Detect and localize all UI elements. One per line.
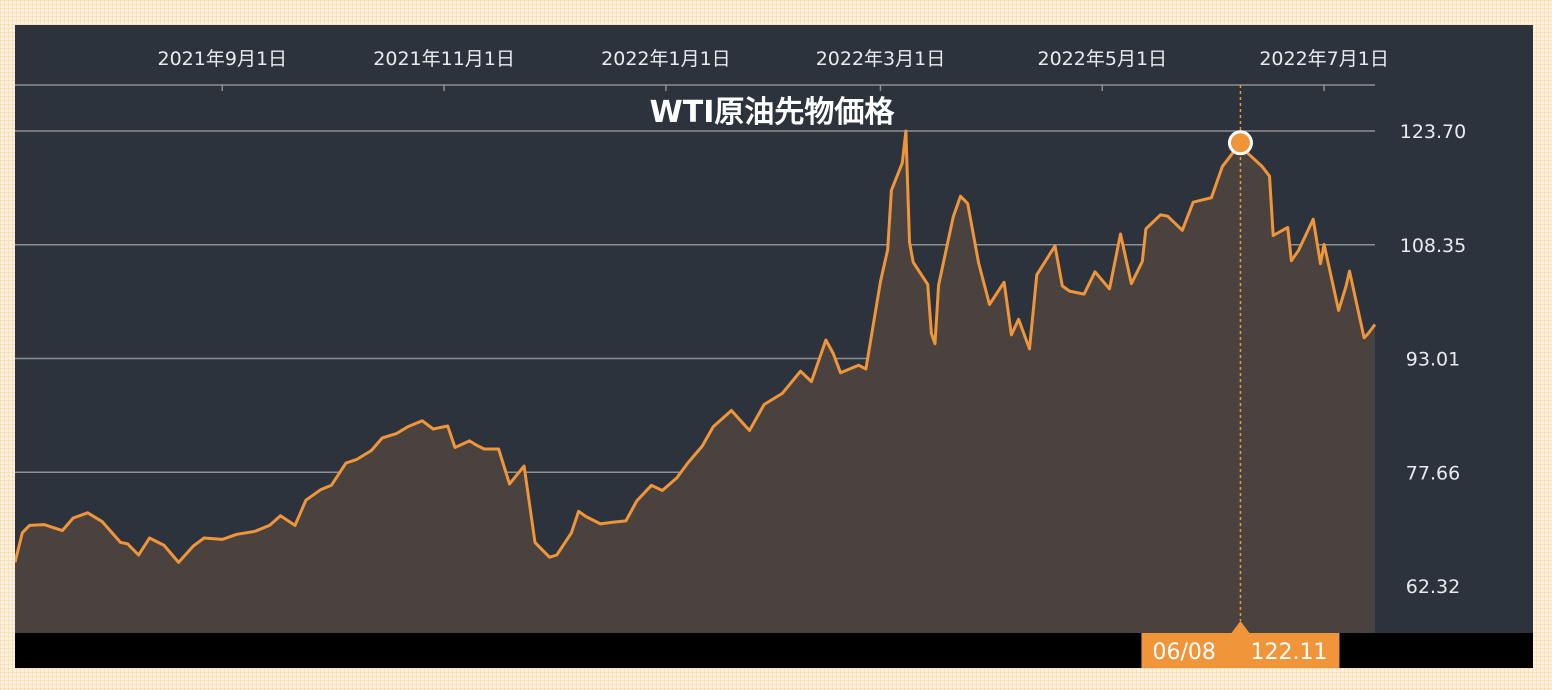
y-tick-label: 62.32	[1406, 576, 1460, 598]
price-line[interactable]	[15, 129, 1377, 564]
x-tick-label: 2022年1月1日	[601, 48, 731, 70]
highlight-point[interactable]	[1227, 130, 1253, 156]
readout-value: 122.11	[1250, 640, 1327, 665]
price-area	[15, 131, 1375, 633]
y-tick-label: 123.70	[1400, 121, 1466, 143]
x-tick-label: 2022年5月1日	[1038, 48, 1168, 70]
x-tick-label: 2021年9月1日	[158, 48, 288, 70]
readout-pointer	[1231, 621, 1250, 633]
readout-date: 06/08	[1152, 640, 1215, 665]
chart-title: WTI原油先物価格	[650, 95, 896, 130]
x-tick-label: 2022年7月1日	[1259, 48, 1389, 70]
y-tick-label: 77.66	[1406, 462, 1460, 484]
chart-svg: 62.32 77.66 93.01 108.35 123.70 2021年9月1日 2021…	[15, 48, 1533, 668]
x-tick-label: 2021年11月1日	[373, 48, 515, 70]
x-tick-label: 2022年3月1日	[816, 48, 946, 70]
y-tick-label: 93.01	[1406, 349, 1460, 371]
y-tick-label: 108.35	[1400, 235, 1466, 257]
highlight-layer[interactable]: 06/08 122.11	[1141, 85, 1340, 668]
label-layer: 62.32 77.66 93.01 108.35 123.70 2021年9月1日 2021…	[158, 48, 1467, 598]
chart-frame: 62.32 77.66 93.01 108.35 123.70 2021年9月1日 2021…	[15, 25, 1533, 668]
readout-box	[1141, 633, 1340, 668]
